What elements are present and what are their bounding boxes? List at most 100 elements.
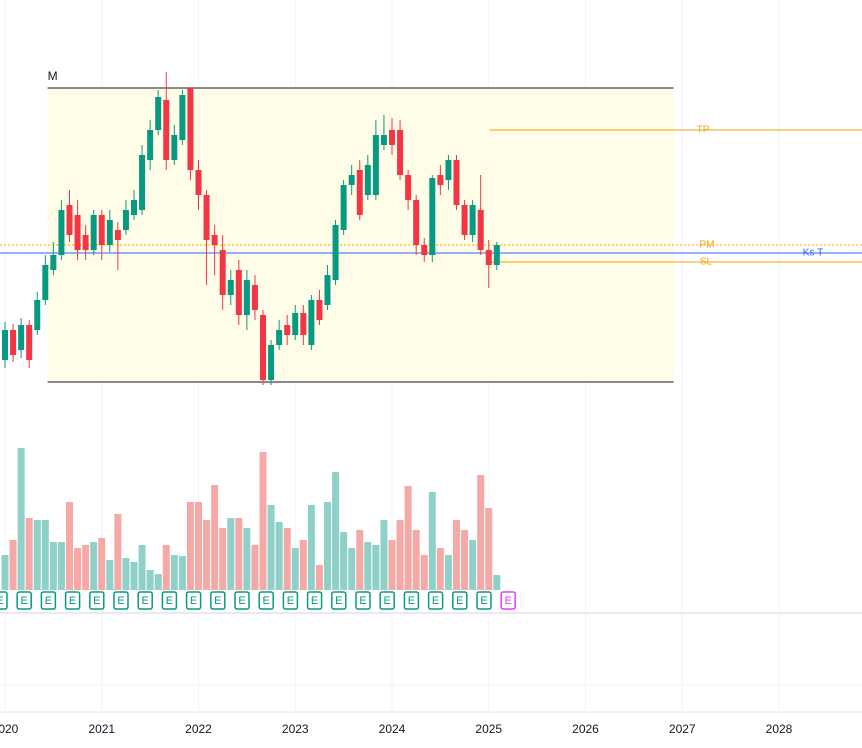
volume-bar bbox=[130, 562, 138, 590]
volume-bar bbox=[356, 530, 364, 590]
candle-body bbox=[34, 300, 41, 330]
earnings-badge bbox=[355, 591, 371, 610]
candle-body bbox=[389, 130, 395, 145]
earnings-label: E bbox=[69, 595, 76, 607]
candle-body bbox=[155, 97, 162, 130]
candle-body bbox=[139, 155, 146, 210]
volume-bar bbox=[9, 540, 17, 590]
earnings-marker: E bbox=[16, 591, 32, 610]
volume-bar bbox=[203, 520, 211, 590]
volume-bar bbox=[57, 542, 65, 590]
volume-bar bbox=[324, 502, 331, 590]
earnings-badge bbox=[40, 591, 57, 610]
level-label: PM bbox=[700, 240, 715, 251]
candle-body bbox=[485, 250, 492, 265]
candle-body bbox=[203, 195, 210, 240]
earnings-label: E bbox=[432, 595, 439, 607]
earnings-marker: E bbox=[0, 591, 8, 610]
earnings-label: E bbox=[311, 595, 318, 607]
volume-bar bbox=[275, 522, 283, 590]
volume-bar bbox=[98, 538, 106, 590]
x-tick-label: 2027 bbox=[669, 722, 696, 736]
earnings-marker: E bbox=[185, 591, 202, 610]
volume-bar bbox=[25, 518, 33, 590]
level-label: TP bbox=[697, 125, 710, 136]
earnings-label: E bbox=[190, 595, 197, 607]
volume-bar bbox=[251, 545, 259, 590]
candle-body bbox=[308, 300, 315, 345]
candle-body bbox=[50, 255, 57, 270]
earnings-label: E bbox=[214, 595, 221, 607]
earnings-label: E bbox=[456, 595, 463, 607]
volume-bar bbox=[17, 448, 25, 590]
candle-body bbox=[453, 160, 460, 205]
candle-body bbox=[82, 235, 89, 250]
earnings-marker: E bbox=[161, 591, 178, 610]
volume-bar bbox=[1, 555, 9, 590]
candle-body bbox=[469, 205, 476, 235]
volume-bar bbox=[82, 545, 90, 590]
earnings-marker: E bbox=[355, 591, 371, 610]
volume-bar bbox=[235, 518, 243, 590]
candle-body bbox=[324, 275, 331, 305]
volume-bar bbox=[243, 528, 251, 590]
earnings-marker: E bbox=[282, 591, 299, 610]
earnings-label: E bbox=[93, 595, 100, 607]
candle-body bbox=[284, 325, 291, 335]
earnings-label: E bbox=[505, 595, 512, 607]
candle-body bbox=[18, 325, 25, 350]
level-label: Ks T bbox=[803, 248, 823, 259]
earnings-badge bbox=[185, 591, 202, 610]
candle-body bbox=[147, 130, 154, 160]
candle-body bbox=[477, 210, 484, 250]
candle-body bbox=[493, 245, 500, 265]
volume-bar bbox=[493, 575, 501, 590]
earnings-badge bbox=[89, 591, 105, 610]
candle-body bbox=[235, 270, 242, 315]
candle-body bbox=[251, 285, 258, 310]
candle-body bbox=[131, 200, 137, 215]
candle-body bbox=[106, 220, 113, 245]
earnings-badge bbox=[64, 591, 81, 610]
earnings-marker: E bbox=[40, 591, 57, 610]
x-tick-label: 2025 bbox=[475, 722, 502, 736]
volume-bar bbox=[404, 486, 412, 590]
earnings-badge bbox=[500, 591, 516, 610]
earnings-marker: E bbox=[500, 591, 516, 610]
candle-body bbox=[122, 210, 129, 230]
candle-body bbox=[276, 330, 283, 345]
candle-body bbox=[171, 135, 178, 160]
candle-body bbox=[437, 175, 444, 185]
x-tick-label: 2023 bbox=[282, 722, 309, 736]
volume-bar bbox=[283, 528, 291, 590]
candle-body bbox=[292, 313, 299, 335]
volume-bar bbox=[211, 485, 219, 590]
volume-bar bbox=[186, 502, 194, 590]
candle-body bbox=[42, 265, 49, 300]
candle-body bbox=[58, 210, 65, 255]
candle-body bbox=[74, 215, 81, 250]
volume-bar bbox=[436, 548, 444, 590]
earnings-badge bbox=[282, 591, 299, 610]
volume-bar bbox=[66, 502, 73, 590]
volume-bar bbox=[299, 540, 307, 590]
volume-bar bbox=[122, 558, 130, 590]
x-tick-label: 2028 bbox=[766, 722, 793, 736]
earnings-label: E bbox=[287, 595, 294, 607]
earnings-label: E bbox=[263, 595, 270, 607]
earnings-marker: E bbox=[427, 591, 444, 610]
volume-bar bbox=[372, 545, 380, 590]
earnings-marker: E bbox=[476, 591, 492, 610]
earnings-marker: E bbox=[258, 591, 274, 610]
candle-body bbox=[179, 95, 186, 140]
earnings-marker: E bbox=[113, 591, 129, 610]
candle-body bbox=[2, 330, 8, 360]
earnings-badge bbox=[161, 591, 178, 610]
earnings-label: E bbox=[21, 595, 28, 607]
earnings-label: E bbox=[142, 595, 149, 607]
earnings-badge bbox=[210, 591, 226, 610]
x-tick-label: 2024 bbox=[379, 722, 406, 736]
x-tick-label: 2021 bbox=[88, 722, 115, 736]
